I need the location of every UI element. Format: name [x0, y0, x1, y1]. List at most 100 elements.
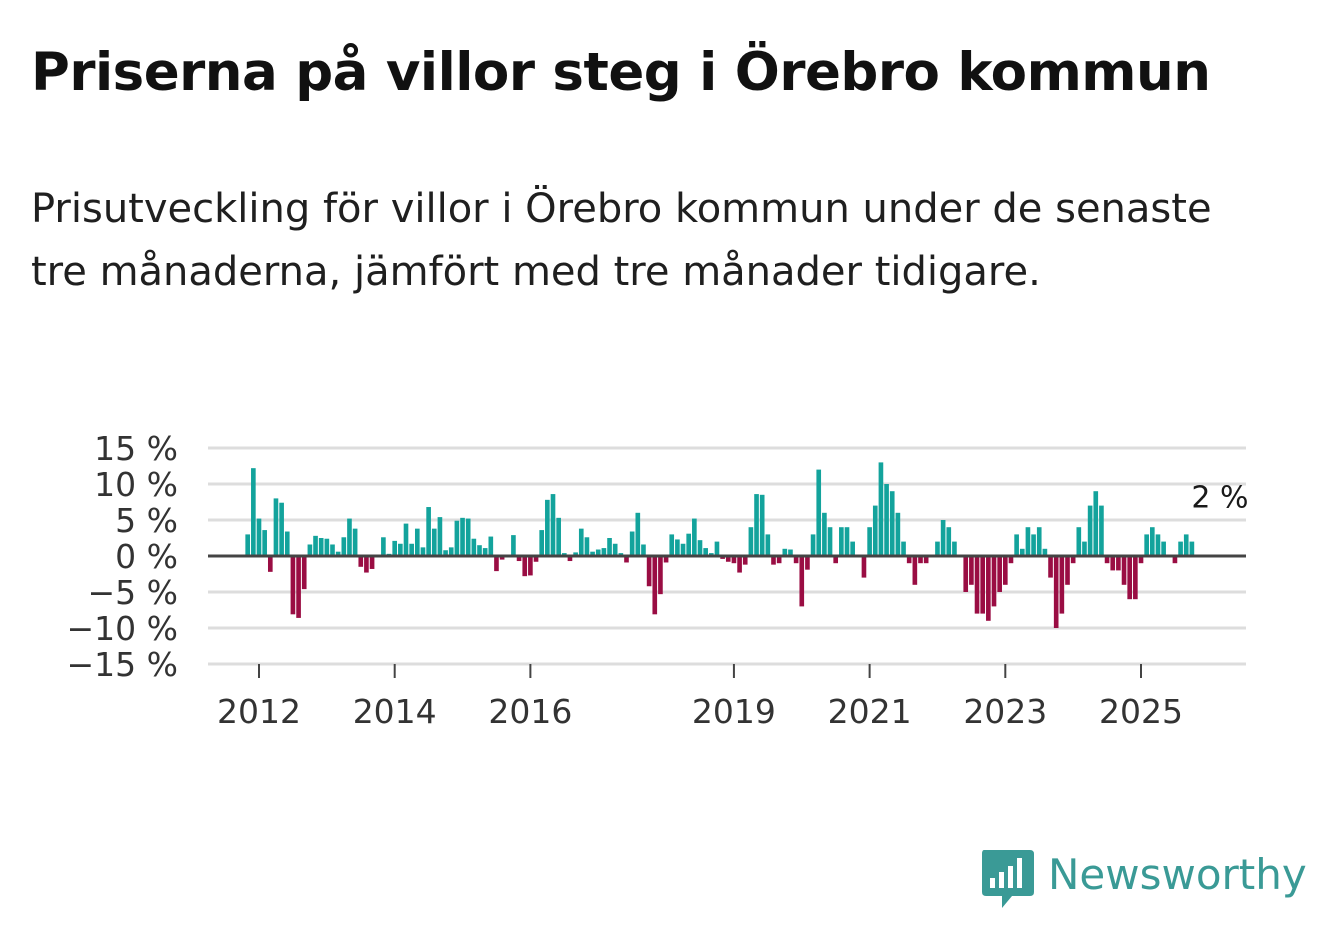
- y-tick-label: 5 %: [115, 501, 178, 540]
- bar-chart-speech-bubble-icon: [982, 850, 1034, 908]
- x-tick-label: 2021: [828, 692, 912, 731]
- bar: [912, 556, 918, 585]
- bar: [488, 536, 494, 556]
- bar: [409, 543, 414, 556]
- bar: [952, 541, 957, 556]
- bar: [347, 518, 352, 556]
- bar: [1149, 527, 1155, 556]
- bar: [296, 556, 301, 618]
- bar: [624, 556, 629, 563]
- bar: [731, 556, 737, 564]
- bar: [748, 527, 754, 556]
- bar: [986, 556, 991, 621]
- bar: [431, 528, 437, 556]
- x-axis-ticks: 2012 2014 2016 2019 2021 2023 2025: [217, 664, 1183, 731]
- x-tick-label: 2019: [692, 692, 776, 731]
- bar: [991, 556, 997, 607]
- x-tick-label: 2025: [1099, 692, 1183, 731]
- bar: [754, 494, 759, 556]
- bar: [686, 533, 692, 556]
- bar: [1155, 534, 1161, 556]
- bar: [1082, 541, 1087, 556]
- bar: [974, 556, 980, 614]
- bar: [833, 556, 839, 564]
- bar: [663, 556, 669, 563]
- bar: [844, 527, 850, 556]
- bar: [969, 556, 974, 585]
- bar: [262, 530, 267, 556]
- bar: [1036, 527, 1042, 556]
- bar: [273, 498, 279, 556]
- bar: [324, 538, 330, 556]
- bar: [358, 556, 364, 567]
- bar: [1183, 534, 1189, 556]
- bar: [267, 556, 273, 572]
- bar: [437, 517, 443, 556]
- bar: [816, 469, 822, 556]
- bar: [381, 537, 386, 556]
- bar: [567, 556, 573, 562]
- bar: [369, 556, 375, 569]
- bar: [414, 528, 420, 556]
- bar: [725, 556, 731, 562]
- bars: [245, 462, 1195, 628]
- page-title: Priserna på villor steg i Örebro kommun: [31, 42, 1211, 103]
- y-tick-label: 10 %: [94, 465, 178, 504]
- bar: [573, 552, 578, 556]
- bar: [279, 502, 284, 556]
- bar: [245, 534, 251, 556]
- bar: [1133, 556, 1138, 600]
- bar: [714, 541, 720, 556]
- bar: [703, 548, 708, 556]
- y-tick-label: −10 %: [67, 609, 179, 648]
- brand-name: Newsworthy: [1048, 850, 1307, 899]
- bar: [697, 540, 703, 556]
- bar: [805, 556, 810, 570]
- bar: [940, 520, 946, 556]
- x-tick-label: 2014: [353, 692, 437, 731]
- bar: [788, 549, 793, 556]
- bar: [771, 556, 776, 565]
- bar: [765, 534, 771, 556]
- bar: [251, 468, 256, 556]
- bar: [872, 505, 878, 556]
- bar: [539, 530, 545, 556]
- bar: [793, 556, 799, 564]
- bar: [652, 556, 658, 615]
- bar: [742, 556, 748, 565]
- bar: [307, 544, 313, 556]
- bar: [906, 556, 912, 564]
- bar: [313, 535, 318, 556]
- x-tick-label: 2023: [963, 692, 1047, 731]
- bar: [923, 556, 929, 564]
- bar: [1087, 505, 1093, 556]
- bar: [364, 556, 369, 573]
- bar: [511, 535, 516, 556]
- bar: [646, 556, 652, 587]
- bar: [850, 541, 855, 556]
- page-subtitle: Prisutveckling för villor i Örebro kommu…: [31, 186, 1212, 295]
- bar: [669, 534, 675, 556]
- x-tick-label: 2012: [217, 692, 301, 731]
- bar: [1048, 556, 1053, 578]
- bar: [980, 556, 986, 614]
- bar: [1031, 534, 1036, 556]
- bar: [550, 494, 556, 556]
- bar: [398, 543, 403, 556]
- bar: [1110, 556, 1116, 571]
- bar: [612, 543, 618, 556]
- y-axis-ticks: 15 %10 %5 %0 %−5 %−10 %−15 %: [67, 429, 179, 684]
- bar: [935, 541, 940, 556]
- bar: [1076, 527, 1082, 556]
- bar: [584, 537, 590, 556]
- bar: [1014, 534, 1019, 556]
- bar: [680, 543, 686, 556]
- bar: [799, 556, 805, 607]
- bar: [1008, 556, 1014, 564]
- bar: [578, 528, 584, 556]
- bar: [810, 534, 816, 556]
- bar: [963, 556, 969, 592]
- bar: [454, 520, 460, 556]
- bar: [946, 527, 952, 556]
- bar: [675, 539, 680, 556]
